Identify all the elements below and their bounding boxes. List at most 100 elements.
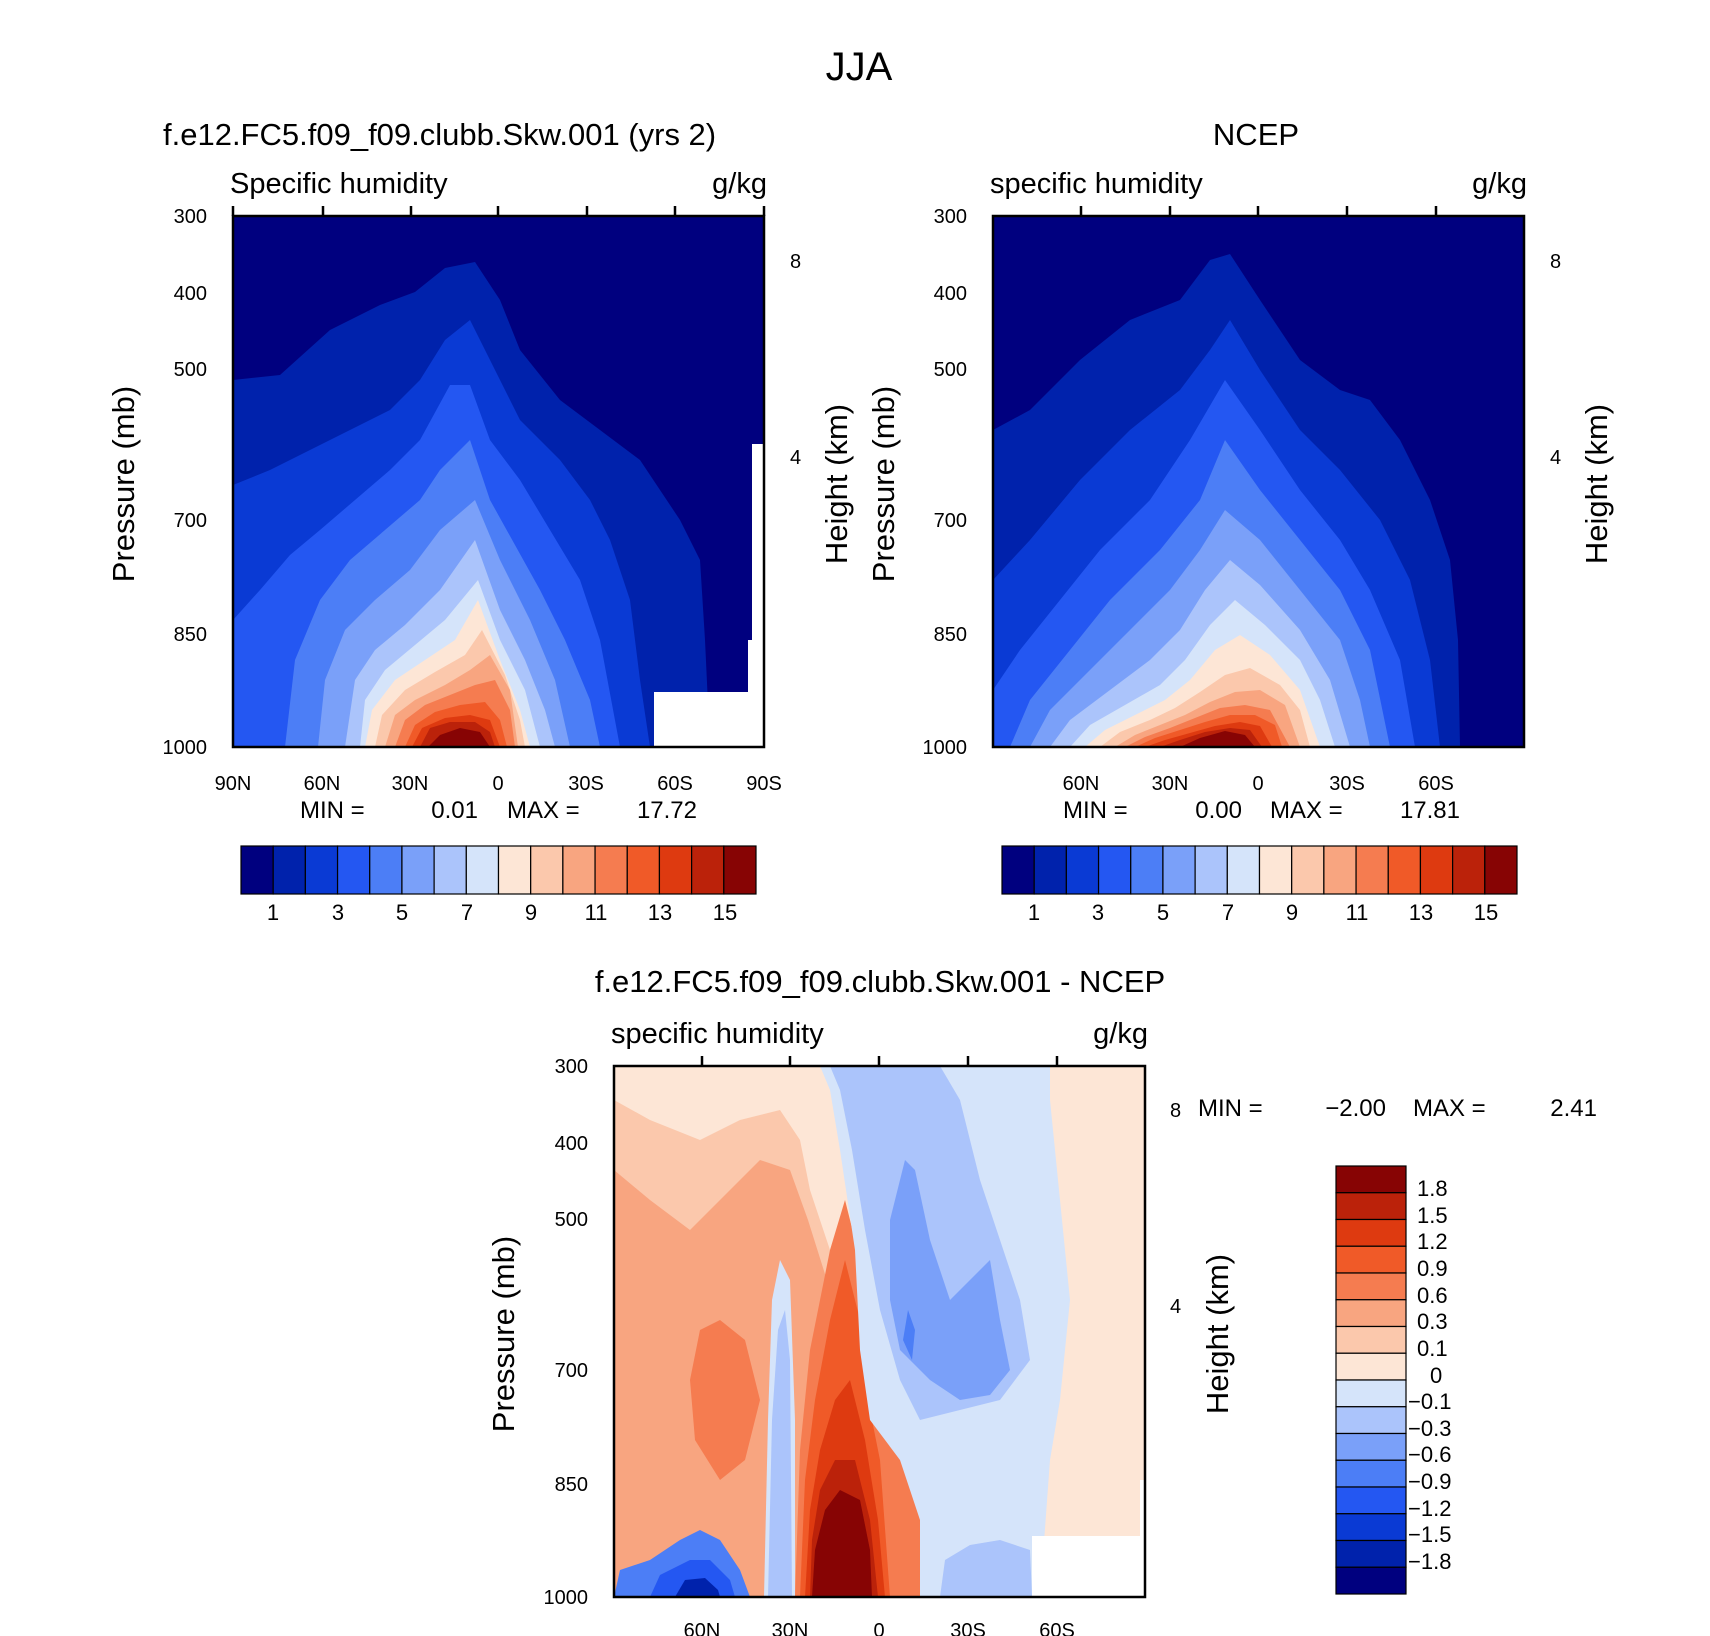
d-pos-max bbox=[812, 1490, 872, 1597]
colorbar-box bbox=[369, 845, 403, 895]
colorbar-label: −1.2 bbox=[1408, 1496, 1451, 1521]
contour-field bbox=[614, 1066, 1145, 1597]
y2-tick-label: 8 bbox=[1170, 1100, 1181, 1122]
x-tick-label: 30N bbox=[772, 1620, 809, 1636]
y2-axis-label: Height (km) bbox=[1579, 404, 1614, 564]
colorbar-box bbox=[1194, 845, 1228, 895]
colorbar-box bbox=[658, 845, 693, 895]
contour-field bbox=[993, 216, 1524, 747]
left-label: specific humidity bbox=[611, 1018, 824, 1050]
colorbar-box bbox=[304, 845, 339, 895]
colorbar-box bbox=[1033, 845, 1067, 895]
d-low-blue-4 bbox=[940, 1540, 1032, 1597]
c-band-15 bbox=[1180, 731, 1255, 747]
colorbar-box bbox=[562, 845, 596, 895]
d-missing bbox=[1032, 1480, 1145, 1597]
y2-tick-label: 4 bbox=[1550, 447, 1561, 469]
colorbar bbox=[1001, 845, 1518, 895]
y-tick-label: 500 bbox=[174, 359, 207, 381]
colorbar-label: 5 bbox=[396, 900, 408, 925]
colorbar-box bbox=[1335, 1539, 1407, 1568]
colorbar-box bbox=[1323, 845, 1357, 895]
colorbar-label: 1.5 bbox=[1417, 1203, 1448, 1228]
x-tick-label: 30N bbox=[392, 773, 429, 795]
panel-model: f.e12.FC5.f09_f09.clubb.Skw.001 (yrs 2) … bbox=[106, 117, 854, 925]
y-tick-label: 400 bbox=[934, 283, 967, 305]
y-tick-label: 1000 bbox=[163, 737, 208, 759]
y-tick-label: 700 bbox=[934, 510, 967, 532]
y-tick-label: 1000 bbox=[923, 737, 968, 759]
units-label: g/kg bbox=[712, 168, 767, 200]
contour-field bbox=[233, 216, 764, 747]
y-tick-label: 850 bbox=[934, 624, 967, 646]
colorbar-label: 11 bbox=[1346, 900, 1369, 925]
x-tick-label: 0 bbox=[873, 1620, 884, 1636]
y-tick-labels: 300 400 500 700 850 1000 bbox=[923, 206, 968, 759]
colorbar-box bbox=[336, 845, 371, 895]
y-tick-label: 300 bbox=[174, 206, 207, 228]
max-label: MAX = bbox=[1413, 1095, 1486, 1122]
y2-tick-labels: 8 4 bbox=[1170, 1100, 1181, 1318]
left-label: Specific humidity bbox=[230, 168, 448, 200]
colorbar-labels: 1 3 5 7 9 11 13 15 bbox=[1028, 900, 1498, 925]
min-value: 0.01 bbox=[431, 797, 478, 824]
y2-tick-labels: 8 4 bbox=[790, 251, 801, 469]
y-axis-label: Pressure (mb) bbox=[866, 386, 901, 582]
x-tick-labels: 60N 30N 0 30S 60S bbox=[1063, 773, 1454, 795]
y2-axis-label: Height (km) bbox=[819, 404, 854, 564]
colorbar-box bbox=[1335, 1486, 1407, 1515]
colorbar-label: 1.2 bbox=[1417, 1229, 1448, 1254]
colorbar-box bbox=[1387, 845, 1422, 895]
d-neg-0p9 bbox=[903, 1310, 915, 1360]
y-axis-label: Pressure (mb) bbox=[106, 386, 141, 582]
colorbar-labels: 1 3 5 7 9 11 13 15 bbox=[267, 900, 737, 925]
tick-marks bbox=[231, 206, 766, 216]
tick-marks bbox=[700, 1056, 1059, 1066]
colorbar-label: 11 bbox=[585, 900, 608, 925]
x-tick-label: 30S bbox=[950, 1620, 986, 1636]
x-tick-label: 60N bbox=[684, 1620, 721, 1636]
min-label: MIN = bbox=[1198, 1095, 1263, 1122]
x-tick-label: 30S bbox=[568, 773, 604, 795]
colorbar-box bbox=[401, 845, 435, 895]
colorbar-box bbox=[465, 845, 500, 895]
colorbar-label: 1 bbox=[1028, 900, 1040, 925]
colorbar-box bbox=[1335, 1566, 1407, 1595]
colorbar-label: −1.5 bbox=[1408, 1522, 1451, 1547]
panel-ncep: NCEP specific humidity g/kg bbox=[866, 117, 1614, 925]
left-label: specific humidity bbox=[990, 168, 1203, 200]
colorbar-label: 0.9 bbox=[1417, 1256, 1448, 1281]
y-tick-label: 850 bbox=[174, 624, 207, 646]
y2-tick-label: 8 bbox=[1550, 251, 1561, 273]
colorbar-box bbox=[1335, 1352, 1407, 1381]
colorbar-box bbox=[1335, 1245, 1407, 1274]
colorbar-label: −0.1 bbox=[1408, 1389, 1451, 1414]
min-label: MIN = bbox=[300, 797, 365, 824]
colorbar-box bbox=[723, 845, 757, 895]
colorbar-box bbox=[530, 845, 564, 895]
x-tick-label: 60S bbox=[1418, 773, 1454, 795]
colorbar-box bbox=[1335, 1272, 1407, 1301]
colorbar-box bbox=[1130, 845, 1164, 895]
y-tick-label: 700 bbox=[555, 1360, 588, 1382]
colorbar-box bbox=[1452, 845, 1486, 895]
colorbar-label: 13 bbox=[648, 900, 672, 925]
y2-axis-label: Height (km) bbox=[1200, 1254, 1235, 1414]
y-tick-label: 500 bbox=[934, 359, 967, 381]
min-value: −2.00 bbox=[1325, 1095, 1386, 1122]
colorbar-label: 0.3 bbox=[1417, 1309, 1448, 1334]
colorbar-label: 3 bbox=[332, 900, 344, 925]
colorbar-box bbox=[1355, 845, 1389, 895]
units-label: g/kg bbox=[1472, 168, 1527, 200]
colorbar-box bbox=[1335, 1325, 1407, 1354]
colorbar-box bbox=[1335, 1218, 1407, 1247]
colorbar-box bbox=[1335, 1379, 1407, 1408]
main-title: JJA bbox=[826, 45, 893, 89]
max-value: 17.72 bbox=[637, 797, 697, 824]
y-tick-label: 300 bbox=[934, 206, 967, 228]
minmax: MIN = 0.01 MAX = 17.72 bbox=[300, 797, 697, 824]
minmax: MIN = −2.00 MAX = 2.41 bbox=[1198, 1095, 1597, 1122]
max-value: 2.41 bbox=[1550, 1095, 1597, 1122]
colorbar-box bbox=[1335, 1459, 1407, 1488]
min-label: MIN = bbox=[1063, 797, 1128, 824]
